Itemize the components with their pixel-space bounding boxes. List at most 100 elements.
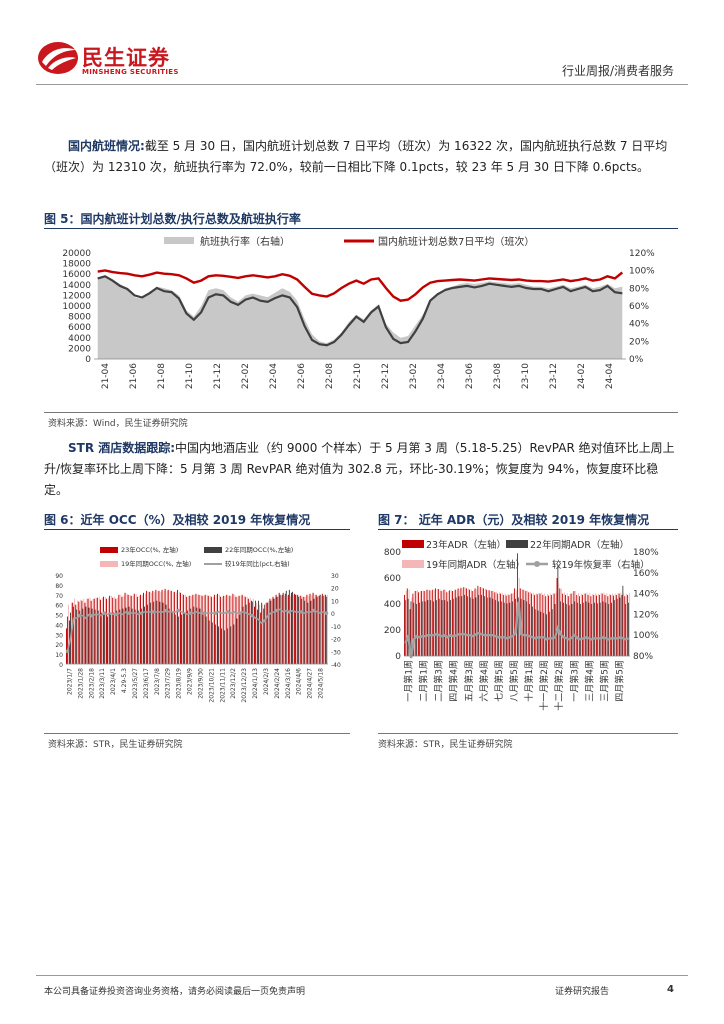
adr-19-bar bbox=[501, 592, 503, 656]
y-left-tick-label: 400 bbox=[384, 600, 401, 610]
occ-23-bar bbox=[257, 609, 259, 664]
occ-vs-2019-point bbox=[152, 610, 156, 614]
occ-vs-2019-point bbox=[287, 610, 292, 614]
adr-22-bar bbox=[500, 601, 502, 656]
occ-19-bar bbox=[132, 595, 134, 664]
adr-22-bar bbox=[509, 602, 511, 656]
legend-label: 23年ADR（左轴） bbox=[426, 539, 506, 551]
occ-22-bar bbox=[125, 607, 127, 664]
adr-23-bar bbox=[514, 588, 516, 656]
occ-23-bar bbox=[146, 590, 148, 664]
occ-vs-2019-point bbox=[90, 613, 94, 618]
y-left-tick-label: 80 bbox=[55, 583, 63, 590]
occ-23-bar bbox=[195, 593, 197, 664]
occ-23-bar bbox=[238, 595, 240, 664]
x-tick-label: 21-12 bbox=[213, 363, 223, 389]
occ-vs-2019-point bbox=[102, 611, 107, 615]
fig7-top-rule bbox=[378, 529, 678, 530]
occ-22-bar bbox=[94, 609, 96, 664]
occ-22-bar bbox=[159, 601, 161, 664]
adr-22-bar bbox=[427, 600, 429, 656]
occ-19-bar bbox=[86, 598, 88, 664]
adr-22-bar bbox=[444, 600, 446, 656]
occ-22-bar bbox=[79, 610, 81, 664]
x-tick-label: 22-10 bbox=[353, 363, 363, 389]
occ-19-bar bbox=[148, 591, 150, 664]
x-tick-label: 六月第4周 bbox=[478, 660, 490, 702]
adr-22-bar bbox=[616, 598, 618, 656]
adr-22-bar bbox=[537, 610, 539, 656]
adr-19-bar bbox=[535, 593, 537, 656]
adr-22-bar bbox=[464, 594, 466, 656]
x-tick-label: 2024/5/18 bbox=[318, 668, 325, 699]
adr-23-bar bbox=[426, 589, 428, 656]
occ-22-bar bbox=[122, 608, 124, 664]
adr-19-bar bbox=[445, 589, 447, 656]
occ-22-bar bbox=[134, 609, 136, 664]
occ-22-bar bbox=[119, 609, 121, 664]
occ-22-bar bbox=[270, 600, 272, 664]
occ-22-bar bbox=[267, 602, 269, 664]
x-tick-label: 一月第3周 bbox=[568, 660, 580, 702]
adr-19-bar bbox=[408, 589, 410, 656]
occ-19-bar bbox=[200, 594, 202, 664]
occ-vs-2019-point bbox=[226, 610, 230, 614]
legend-label: 较19年同比(pct,右轴) bbox=[225, 559, 290, 568]
adr-23-bar bbox=[502, 594, 504, 656]
occ-19-bar bbox=[209, 595, 211, 664]
occ-22-bar bbox=[248, 602, 250, 664]
y-left-tick-label: 600 bbox=[384, 574, 401, 584]
occ-23-bar bbox=[254, 606, 255, 664]
adr-23-bar bbox=[601, 593, 603, 656]
x-tick-label: 七月第5周 bbox=[493, 660, 505, 702]
y-left-tick-label: 14000 bbox=[62, 281, 91, 291]
adr-23-bar bbox=[548, 595, 549, 656]
occ-19-bar bbox=[259, 604, 260, 664]
occ-22-bar bbox=[230, 626, 232, 664]
adr-23-bar bbox=[545, 596, 547, 656]
occ-22-bar bbox=[147, 604, 149, 664]
y-left-tick-label: 6000 bbox=[68, 323, 91, 333]
x-tick-label: 2023/9/9 bbox=[187, 668, 194, 695]
adr-19-bar bbox=[496, 591, 498, 656]
x-tick-label: 2023/2/18 bbox=[88, 668, 95, 699]
x-tick-label: 22-08 bbox=[325, 363, 335, 389]
adr-23-bar bbox=[531, 593, 533, 656]
occ-22-bar bbox=[313, 598, 315, 664]
occ-22-bar bbox=[282, 592, 284, 664]
y-right-tick-label: 40% bbox=[629, 320, 649, 330]
adr-23-bar bbox=[618, 593, 620, 656]
occ-19-bar bbox=[95, 597, 97, 664]
adr-22-bar bbox=[591, 604, 593, 656]
occ-23-bar bbox=[281, 594, 283, 664]
adr-23-bar bbox=[536, 594, 538, 656]
adr-23-bar bbox=[553, 593, 555, 656]
occ-19-bar bbox=[317, 595, 319, 664]
y-left-tick-label: 50 bbox=[55, 613, 63, 620]
adr-23-bar bbox=[415, 591, 417, 656]
adr-19-bar bbox=[544, 593, 546, 656]
occ-19-bar bbox=[231, 595, 233, 664]
occ-19-bar bbox=[129, 594, 131, 664]
occ-23-bar bbox=[158, 590, 160, 664]
occ-23-bar bbox=[136, 596, 138, 664]
adr-22-bar bbox=[608, 604, 610, 656]
adr-22-bar bbox=[475, 597, 477, 656]
occ-22-bar bbox=[174, 614, 176, 664]
y-left-tick-label: 10 bbox=[55, 652, 63, 659]
adr-19-bar bbox=[521, 589, 523, 656]
occ-23-bar bbox=[244, 596, 246, 664]
occ-19-bar bbox=[169, 590, 171, 664]
adr-23-bar bbox=[435, 588, 436, 656]
occ-23-bar bbox=[294, 593, 296, 664]
header-divider bbox=[36, 84, 688, 85]
occ-19-bar bbox=[280, 595, 282, 664]
adr-19-bar bbox=[609, 593, 611, 656]
adr-23-bar bbox=[423, 591, 425, 656]
occ-23-bar bbox=[223, 595, 225, 664]
y-right-tick-label: 80% bbox=[633, 652, 653, 662]
occ-22-bar bbox=[116, 610, 118, 664]
x-tick-label: 2024/4/27 bbox=[307, 668, 314, 699]
adr-22-bar bbox=[599, 602, 601, 656]
adr-23-bar bbox=[567, 596, 569, 656]
